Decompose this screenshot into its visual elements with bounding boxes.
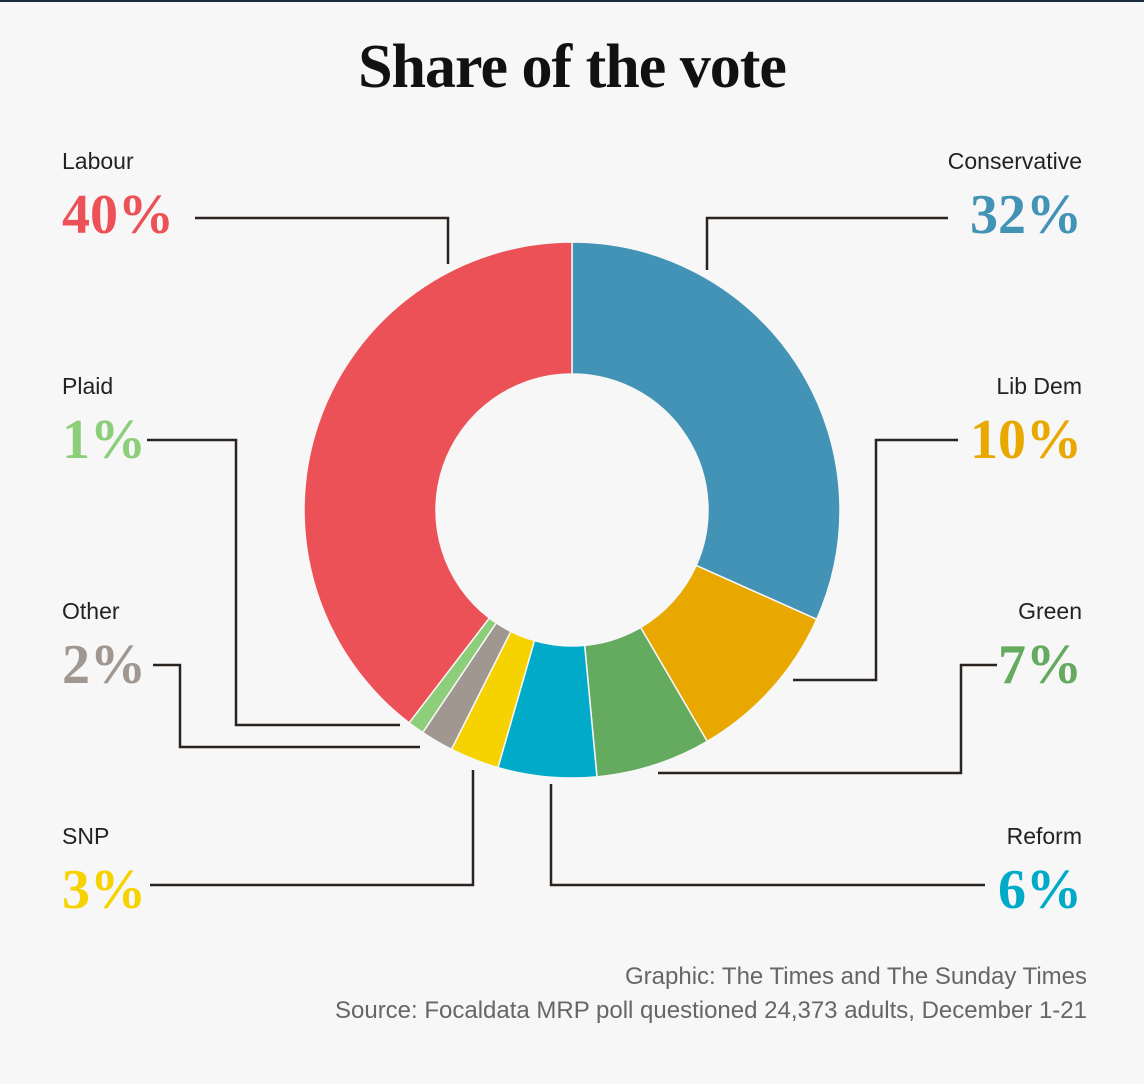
label-value-plaid: 1% bbox=[62, 409, 146, 471]
credits: Graphic: The Times and The Sunday Times … bbox=[335, 960, 1087, 1028]
slice-conservative bbox=[571, 241, 841, 621]
label-value-reform: 6% bbox=[998, 859, 1082, 921]
label-name-green: Green bbox=[1018, 598, 1082, 624]
label-name-conservative: Conservative bbox=[948, 148, 1082, 174]
leader-other bbox=[153, 663, 420, 749]
label-name-labour: Labour bbox=[62, 148, 134, 174]
label-name-plaid: Plaid bbox=[62, 373, 113, 399]
label-value-other: 2% bbox=[62, 634, 146, 696]
chart-title: Share of the vote bbox=[358, 33, 787, 101]
leader-plaid bbox=[147, 438, 400, 727]
label-value-snp: 3% bbox=[62, 859, 146, 921]
label-name-other: Other bbox=[62, 598, 120, 624]
label-value-lib-dem: 10% bbox=[970, 409, 1082, 471]
label-name-reform: Reform bbox=[1007, 823, 1082, 849]
source-credit: Source: Focaldata MRP poll questioned 24… bbox=[334, 997, 1087, 1024]
leader-lines bbox=[147, 216, 997, 887]
label-name-snp: SNP bbox=[62, 823, 109, 849]
slice-labels: Conservative 32% Lib Dem 10% Green 7% Reform 6%… bbox=[62, 148, 1082, 921]
leader-lib-dem bbox=[793, 438, 958, 682]
leader-reform bbox=[549, 784, 985, 887]
slice-labour bbox=[303, 241, 573, 724]
label-value-conservative: 32% bbox=[970, 184, 1082, 246]
donut-slices bbox=[303, 241, 841, 779]
leader-snp bbox=[150, 770, 475, 887]
leader-green bbox=[658, 663, 997, 775]
label-value-labour: 40% bbox=[62, 184, 174, 246]
leader-conservative bbox=[705, 216, 948, 270]
label-value-green: 7% bbox=[998, 634, 1082, 696]
graphic-credit: Graphic: The Times and The Sunday Times bbox=[624, 963, 1087, 990]
leader-labour bbox=[195, 216, 450, 264]
label-name-lib-dem: Lib Dem bbox=[996, 373, 1082, 399]
